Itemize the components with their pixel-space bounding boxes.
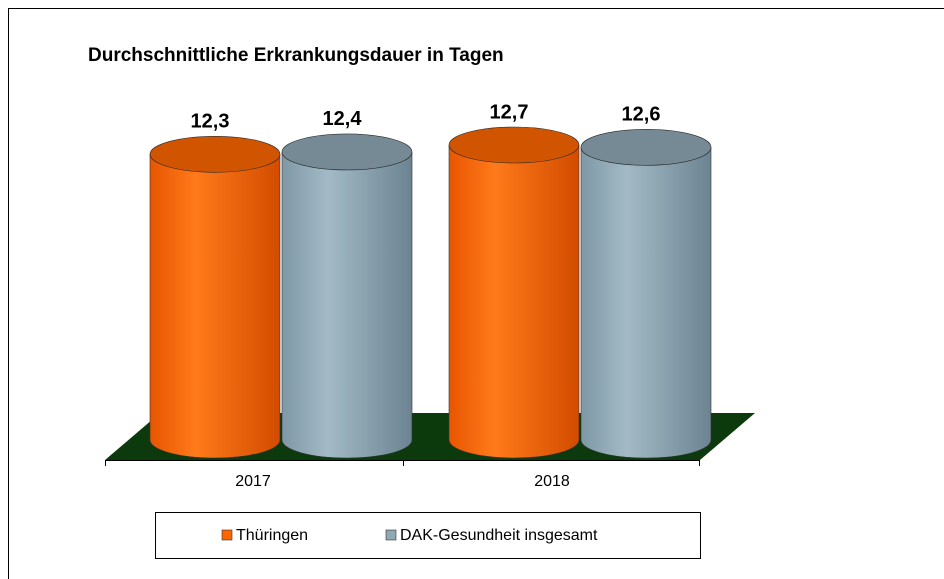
cylinder-body xyxy=(580,147,712,459)
cylinder xyxy=(149,135,281,459)
data-label: 12,4 xyxy=(323,108,363,130)
cylinder-top xyxy=(580,129,712,166)
cylinder xyxy=(580,129,712,459)
frame xyxy=(8,8,944,579)
cylinder xyxy=(448,126,580,459)
cylinder-body xyxy=(281,151,413,459)
cylinder-top xyxy=(149,135,281,173)
legend-swatch xyxy=(385,529,397,541)
x-tick-label: 2018 xyxy=(534,473,570,490)
cylinder-top xyxy=(448,126,580,164)
legend-label: Thüringen xyxy=(236,527,308,544)
data-label: 12,7 xyxy=(490,101,529,123)
cylinder xyxy=(281,133,413,459)
data-label: 12,3 xyxy=(191,111,230,133)
legend-label: DAK-Gesundheit insgesamt xyxy=(400,527,598,544)
legend xyxy=(155,512,701,559)
legend-swatch xyxy=(221,529,233,541)
data-label: 12,6 xyxy=(622,104,661,126)
x-tick-label: 2017 xyxy=(235,473,271,490)
cylinder-body xyxy=(448,144,580,459)
cylinder-body xyxy=(149,153,281,459)
chart-title: Durchschnittliche Erkrankungsdauer in Ta… xyxy=(88,45,504,66)
cylinder-top xyxy=(281,133,413,171)
